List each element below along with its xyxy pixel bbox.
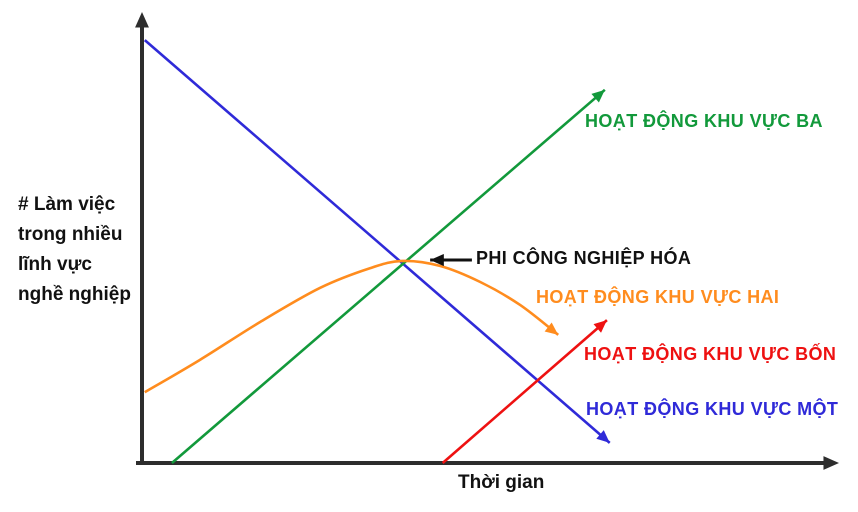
- label-sector-four: HOẠT ĐỘNG KHU VỰC BỐN: [584, 344, 837, 364]
- label-sector-three: HOẠT ĐỘNG KHU VỰC BA: [585, 111, 823, 131]
- label-sector-two: HOẠT ĐỘNG KHU VỰC HAI: [536, 287, 780, 307]
- label-deindustrialization-annotation: PHI CÔNG NGHIỆP HÓA: [476, 248, 692, 268]
- label-sector-one: HOẠT ĐỘNG KHU VỰC MỘT: [586, 399, 839, 419]
- x-axis-label: Thời gian: [458, 472, 545, 493]
- y-axis-label: # Làm việc trong nhiều lĩnh vực nghề ngh…: [18, 194, 131, 305]
